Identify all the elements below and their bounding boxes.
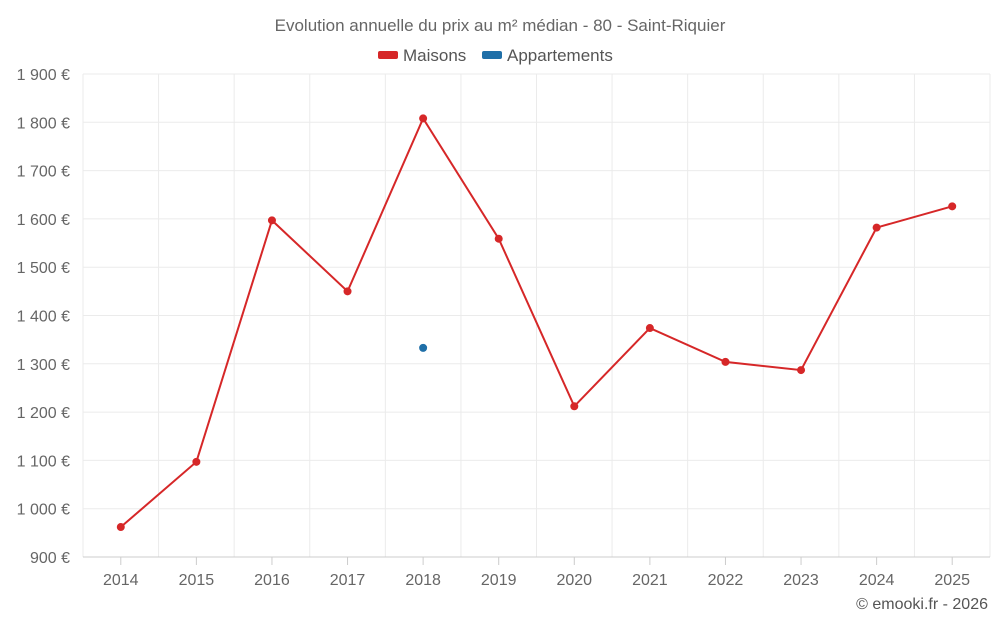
x-tick-label: 2021 — [632, 572, 668, 589]
data-point-maisons-2021[interactable] — [645, 324, 654, 333]
y-tick-label: 1 600 € — [17, 212, 70, 229]
legend: Maisons Appartements — [378, 46, 613, 65]
data-point-maisons-2014[interactable] — [116, 523, 125, 532]
x-tick-label: 2018 — [405, 572, 441, 589]
legend-swatch-appartements — [482, 51, 502, 59]
legend-label-maisons: Maisons — [403, 46, 466, 65]
axes — [83, 556, 990, 565]
x-tick-label: 2025 — [934, 572, 970, 589]
data-point-maisons-2017[interactable] — [343, 287, 352, 296]
series-line-maisons — [120, 116, 953, 528]
data-point-maisons-2023[interactable] — [797, 366, 806, 375]
x-tick-label: 2016 — [254, 572, 290, 589]
data-point-maisons-2022[interactable] — [721, 357, 730, 366]
x-tick-label: 2024 — [859, 572, 895, 589]
legend-swatch-maisons — [378, 51, 398, 59]
x-axis-tick-labels: 2014 2015 2016 2017 2018 2019 2020 2021 2022 2023… — [103, 572, 970, 589]
data-point-maisons-2024[interactable] — [872, 223, 881, 232]
data-point-maisons-2025[interactable] — [948, 202, 957, 211]
series — [116, 114, 957, 532]
y-tick-label: 1 900 € — [17, 67, 70, 84]
y-tick-label: 900 € — [30, 550, 70, 567]
legend-item-appartements[interactable]: Appartements — [482, 46, 613, 65]
gridlines — [82, 73, 991, 557]
data-point-appartements-2018[interactable] — [419, 343, 428, 352]
x-tick-label: 2020 — [556, 572, 592, 589]
y-axis-tick-labels: 900 € 1 000 € 1 100 € 1 200 € 1 300 € 1 400 €… — [17, 67, 70, 567]
x-tick-label: 2022 — [708, 572, 744, 589]
y-tick-label: 1 100 € — [17, 453, 70, 470]
y-tick-label: 1 700 € — [17, 164, 70, 181]
data-point-maisons-2018[interactable] — [419, 114, 428, 123]
x-tick-label: 2023 — [783, 572, 819, 589]
y-tick-label: 1 500 € — [17, 260, 70, 277]
chart-title: Evolution annuelle du prix au m² médian … — [275, 16, 726, 35]
legend-item-maisons[interactable]: Maisons — [378, 46, 466, 65]
x-tick-label: 2017 — [330, 572, 366, 589]
x-tick-label: 2019 — [481, 572, 517, 589]
data-point-maisons-2016[interactable] — [267, 216, 276, 225]
y-tick-label: 1 400 € — [17, 309, 70, 326]
y-tick-label: 1 000 € — [17, 502, 70, 519]
x-tick-label: 2014 — [103, 572, 139, 589]
y-tick-label: 1 800 € — [17, 115, 70, 132]
legend-label-appartements: Appartements — [507, 46, 613, 65]
y-tick-label: 1 200 € — [17, 405, 70, 422]
x-tick-label: 2015 — [179, 572, 215, 589]
data-point-maisons-2015[interactable] — [192, 457, 201, 466]
data-point-maisons-2020[interactable] — [570, 402, 579, 411]
y-tick-label: 1 300 € — [17, 357, 70, 374]
data-point-maisons-2019[interactable] — [494, 234, 503, 243]
credit-text: © emooki.fr - 2026 — [856, 596, 988, 613]
